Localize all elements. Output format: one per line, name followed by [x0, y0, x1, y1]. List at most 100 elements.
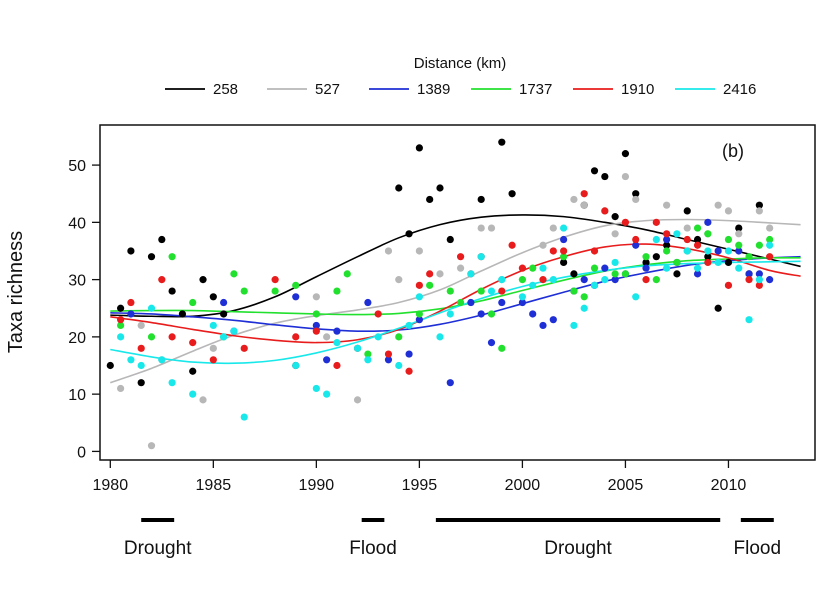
- data-point-1910: [127, 298, 135, 307]
- data-point-1737: [745, 253, 753, 261]
- data-point-2416: [652, 235, 660, 244]
- data-point-1910: [384, 350, 393, 358]
- data-point-1910: [240, 344, 248, 352]
- data-point-1737: [487, 310, 496, 318]
- data-point-1910: [704, 258, 712, 267]
- data-point-527: [549, 224, 557, 232]
- data-point-1910: [158, 276, 166, 284]
- x-tick-label: 2010: [711, 477, 747, 494]
- data-point-527: [570, 195, 578, 204]
- data-point-2416: [117, 333, 125, 341]
- data-point-1910: [590, 247, 599, 255]
- data-point-258: [560, 258, 568, 267]
- data-point-258: [632, 190, 640, 198]
- data-point-258: [405, 230, 413, 238]
- data-point-1389: [663, 235, 671, 244]
- data-point-1737: [426, 281, 434, 289]
- data-point-258: [209, 293, 217, 301]
- data-point-2416: [127, 356, 135, 364]
- data-point-1737: [312, 310, 320, 318]
- data-point-1389: [704, 218, 712, 226]
- data-point-2416: [601, 276, 609, 284]
- data-point-527: [755, 207, 763, 215]
- data-point-527: [415, 247, 423, 255]
- data-point-2416: [209, 321, 217, 330]
- data-point-258: [714, 304, 722, 312]
- data-point-2416: [374, 333, 382, 341]
- data-point-258: [673, 270, 681, 278]
- data-point-2416: [498, 276, 506, 284]
- legend-label: 1737: [519, 81, 552, 98]
- y-tick-label: 30: [68, 273, 86, 290]
- data-point-527: [621, 172, 630, 181]
- x-tick-label: 2000: [505, 477, 541, 494]
- data-point-527: [580, 201, 588, 209]
- data-point-1737: [529, 264, 537, 272]
- legend: Distance (km) 258 527 1389 1737 1910 2416: [165, 55, 756, 98]
- data-point-258: [137, 379, 145, 387]
- data-point-527: [539, 241, 547, 249]
- data-point-527: [487, 224, 496, 232]
- data-point-1910: [374, 310, 382, 318]
- data-point-1737: [364, 350, 372, 358]
- data-point-2416: [673, 230, 681, 238]
- data-point-527: [456, 264, 465, 272]
- data-point-527: [395, 276, 403, 284]
- data-point-1389: [611, 276, 619, 284]
- data-point-527: [117, 384, 125, 393]
- y-tick-label: 40: [68, 215, 86, 232]
- data-point-1737: [189, 298, 197, 307]
- legend-label: 1910: [621, 81, 654, 98]
- data-point-2416: [518, 293, 527, 301]
- legend-label: 1389: [417, 81, 450, 98]
- data-point-1737: [147, 333, 156, 341]
- data-point-2416: [735, 264, 743, 272]
- data-point-1737: [518, 276, 527, 284]
- data-point-1389: [714, 247, 722, 255]
- data-point-1389: [580, 276, 588, 284]
- data-point-1910: [168, 333, 176, 341]
- data-point-1389: [415, 316, 423, 324]
- period-label: Flood: [349, 538, 397, 559]
- data-point-1389: [446, 379, 454, 387]
- data-point-1737: [724, 235, 733, 244]
- data-point-1910: [312, 327, 320, 335]
- data-point-527: [209, 344, 217, 352]
- data-point-2416: [477, 253, 485, 261]
- trend-line-1389: [110, 255, 801, 333]
- plot-area: (b): [99, 124, 816, 461]
- data-point-527: [353, 396, 362, 404]
- data-point-2416: [364, 356, 372, 364]
- data-point-1737: [621, 270, 630, 278]
- data-point-1389: [766, 276, 774, 284]
- data-point-2416: [580, 304, 588, 312]
- data-point-1737: [652, 276, 660, 284]
- data-point-2416: [529, 281, 537, 289]
- data-point-1910: [632, 235, 640, 244]
- x-tick-label: 1985: [196, 477, 232, 494]
- data-point-1389: [560, 235, 568, 244]
- data-point-1389: [333, 327, 341, 335]
- data-point-2416: [570, 321, 578, 330]
- data-point-258: [199, 276, 207, 284]
- data-point-258: [642, 258, 650, 267]
- data-point-1389: [549, 316, 557, 324]
- data-point-258: [168, 287, 176, 295]
- data-point-258: [735, 224, 743, 232]
- data-point-527: [632, 195, 640, 204]
- data-point-258: [436, 184, 444, 192]
- y-tick-label: 10: [68, 387, 86, 404]
- data-point-1910: [755, 281, 763, 289]
- data-point-2416: [333, 339, 341, 347]
- data-point-2416: [663, 264, 671, 272]
- x-tick-label: 1995: [402, 477, 438, 494]
- x-tick-label: 1980: [93, 477, 129, 494]
- data-point-2416: [158, 356, 166, 364]
- data-point-1910: [683, 235, 691, 244]
- data-point-2416: [405, 321, 413, 330]
- data-point-1389: [632, 241, 640, 249]
- period-bars: Drought Flood Drought Flood: [124, 518, 781, 559]
- data-point-1737: [415, 310, 423, 318]
- x-tick-label: 2005: [608, 477, 644, 494]
- data-point-2416: [683, 247, 691, 255]
